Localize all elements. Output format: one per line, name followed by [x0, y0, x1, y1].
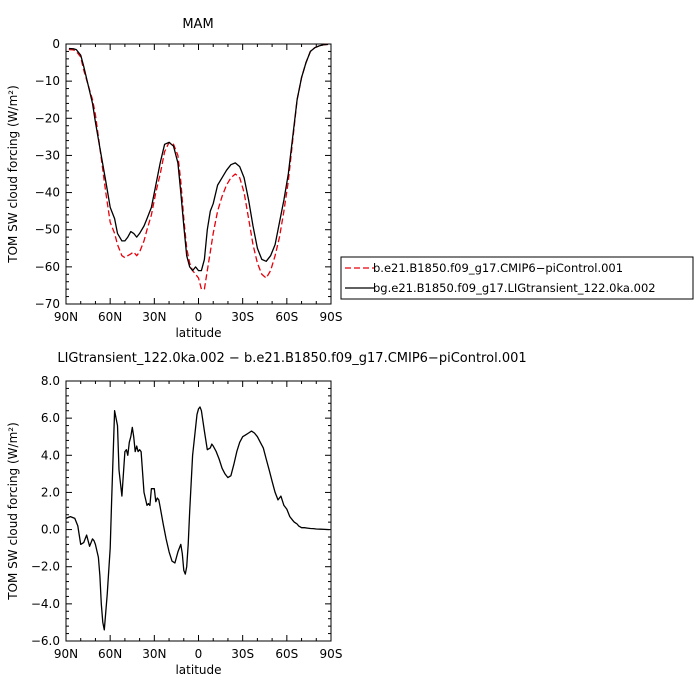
panel2-y-axis-label: TOM SW cloud forcing (W/m²) [6, 422, 20, 601]
panel1-y-axis-label: TOM SW cloud forcing (W/m²) [6, 85, 20, 264]
panel2-x-tick-label: 30N [142, 647, 166, 661]
panel1-plot-frame [65, 43, 332, 305]
panel2-y-tick-label: 0.0 [41, 523, 60, 537]
panel2-x-tick-label: 90S [320, 647, 343, 661]
panel2-x-tick-label: 60S [275, 647, 298, 661]
panel1-y-tick-label: −50 [35, 223, 60, 237]
legend-label-1: b.e21.B1850.f09_g17.CMIP6−piControl.001 [373, 261, 623, 275]
panel2-x-tick-label: 30S [231, 647, 254, 661]
panel1-x-tick-label: 30S [231, 310, 254, 324]
panel2-x-axis-label: latitude [175, 663, 221, 677]
panel1-y-tick-label: −70 [35, 297, 60, 311]
panel2-x-tick-label: 90N [54, 647, 78, 661]
panel2-y-tick-label: −6.0 [31, 634, 60, 648]
panel1-y-tick-label: 0 [52, 37, 60, 51]
panel1-y-tick-label: −10 [35, 74, 60, 88]
panel1-x-axis-label: latitude [175, 326, 221, 340]
panel1-title: MAM [182, 17, 213, 32]
legend-box [340, 256, 694, 300]
panel2-x-tick-label: 60N [98, 647, 122, 661]
panel1-x-tick-label: 90S [320, 310, 343, 324]
legend-label-2: bg.e21.B1850.f09_g17.LIGtransient_122.0k… [373, 281, 656, 295]
panel2-y-tick-label: −4.0 [31, 597, 60, 611]
panel1-x-tick-label: 90N [54, 310, 78, 324]
panel2-x-tick-label: 0 [195, 647, 203, 661]
panel1-x-tick-label: 60S [275, 310, 298, 324]
panel1-x-tick-label: 0 [195, 310, 203, 324]
panel1-y-tick-label: −60 [35, 260, 60, 274]
panel1-y-tick-label: −30 [35, 148, 60, 162]
panel2-y-tick-label: 4.0 [41, 448, 60, 462]
panel1-series-line-2 [68, 43, 329, 272]
panel2-title: LIGtransient_122.0ka.002 − b.e21.B1850.f… [57, 351, 526, 366]
panel2-y-tick-label: −2.0 [31, 560, 60, 574]
panel1-y-tick-label: −20 [35, 111, 60, 125]
panel1-x-tick-label: 30N [142, 310, 166, 324]
panel2-y-tick-label: 8.0 [41, 374, 60, 388]
panel2-y-tick-label: 2.0 [41, 485, 60, 499]
panel2-y-tick-label: 6.0 [41, 411, 60, 425]
panel1-y-tick-label: −40 [35, 186, 60, 200]
panel2-series-line-1 [65, 406, 330, 631]
panel2-plot-frame [65, 380, 332, 642]
panel1-x-tick-label: 60N [98, 310, 122, 324]
